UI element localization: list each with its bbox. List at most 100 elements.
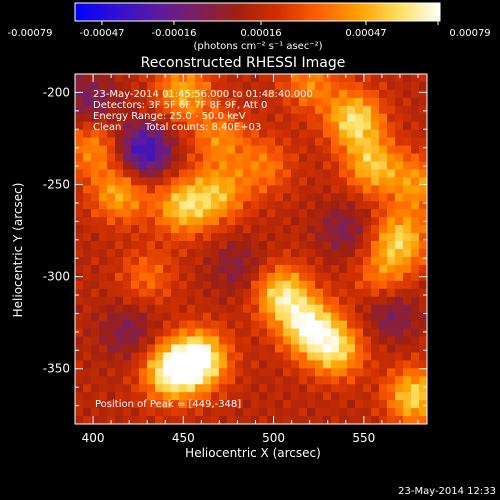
heatmap-cell xyxy=(99,241,108,250)
heatmap-cell xyxy=(403,256,412,266)
heatmap-cell xyxy=(323,81,332,91)
heatmap-cell xyxy=(203,408,212,417)
heatmap-cell xyxy=(283,416,292,425)
heatmap-cell xyxy=(75,336,84,345)
heatmap-cell xyxy=(227,137,236,146)
heatmap-cell xyxy=(195,74,204,83)
heatmap-cell xyxy=(211,74,220,83)
heatmap-cell xyxy=(195,288,204,298)
heatmap-cell xyxy=(411,304,420,314)
heatmap-cell xyxy=(195,256,204,266)
heatmap-cell xyxy=(83,129,92,139)
heatmap-cell xyxy=(395,344,404,353)
heatmap-cell xyxy=(331,193,340,202)
heatmap-cell xyxy=(75,89,84,99)
heatmap-cell xyxy=(347,169,356,178)
heatmap-cell xyxy=(83,336,92,345)
heatmap-cell xyxy=(347,233,356,242)
heatmap-cell xyxy=(371,416,380,425)
heatmap-cell xyxy=(99,74,108,83)
heatmap-cell xyxy=(379,153,388,162)
heatmap-cell xyxy=(251,105,260,115)
heatmap-cell xyxy=(131,74,140,83)
heatmap-cell xyxy=(299,137,308,146)
heatmap-cell xyxy=(243,336,252,345)
heatmap-cell xyxy=(107,193,116,202)
heatmap-cell xyxy=(331,320,340,329)
heatmap-cell xyxy=(275,81,284,91)
heatmap-cell xyxy=(371,105,380,115)
heatmap-cell xyxy=(195,352,204,361)
heatmap-cell xyxy=(387,312,396,321)
heatmap-cell xyxy=(179,336,188,345)
heatmap-cell xyxy=(315,74,324,83)
heatmap-cell xyxy=(211,233,220,242)
annotation-time: 23-May-2014 01:45:56.000 to 01:48:40.000 xyxy=(93,89,313,100)
heatmap-cell xyxy=(275,384,284,393)
heatmap-cell xyxy=(123,185,132,194)
heatmap-cell xyxy=(179,225,188,234)
heatmap-cell xyxy=(195,153,204,162)
heatmap-cell xyxy=(139,145,148,154)
heatmap-cell xyxy=(419,288,428,298)
heatmap-cell xyxy=(171,201,180,210)
heatmap-cell xyxy=(235,264,244,274)
heatmap-cell xyxy=(83,241,92,250)
heatmap-cell xyxy=(139,280,148,290)
heatmap-cell xyxy=(267,193,276,202)
heatmap-cell xyxy=(131,416,140,425)
heatmap-cell xyxy=(419,89,428,99)
heatmap-cell xyxy=(187,416,196,425)
heatmap-cell xyxy=(315,185,324,194)
heatmap-cell xyxy=(211,352,220,361)
heatmap-cell xyxy=(75,256,84,266)
heatmap-cell xyxy=(107,105,116,115)
heatmap-cell xyxy=(139,105,148,115)
heatmap-cell xyxy=(371,129,380,139)
heatmap-cell xyxy=(227,304,236,314)
heatmap-cell xyxy=(387,392,396,401)
heatmap-cell xyxy=(251,320,260,329)
heatmap-cell xyxy=(195,113,204,123)
heatmap-cell xyxy=(259,400,268,409)
heatmap-cell xyxy=(323,249,332,258)
colorbar-tick-label: 0.00079 xyxy=(449,28,490,39)
heatmap-cell xyxy=(75,360,84,369)
heatmap-cell xyxy=(91,312,100,321)
heatmap-cell xyxy=(267,201,276,210)
heatmap-cell xyxy=(315,280,324,290)
heatmap-cell xyxy=(195,217,204,226)
heatmap-cell xyxy=(331,280,340,290)
heatmap-cell xyxy=(275,368,284,377)
heatmap-cell xyxy=(323,376,332,385)
heatmap-cell xyxy=(227,193,236,202)
heatmap-cell xyxy=(307,89,316,99)
heatmap-cell xyxy=(91,416,100,425)
heatmap-cell xyxy=(339,296,348,306)
heatmap-cell xyxy=(323,145,332,154)
heatmap-cell xyxy=(347,312,356,321)
heatmap-cell xyxy=(187,344,196,353)
heatmap-cell xyxy=(179,360,188,369)
heatmap-cell xyxy=(163,320,172,329)
heatmap-cell xyxy=(147,360,156,369)
heatmap-cell xyxy=(395,209,404,218)
heatmap-cell xyxy=(219,169,228,178)
heatmap-cell xyxy=(291,249,300,258)
heatmap-cell xyxy=(187,288,196,298)
heatmap-cell xyxy=(339,161,348,170)
heatmap-cell xyxy=(123,89,132,99)
heatmap-cell xyxy=(315,416,324,425)
heatmap-cell xyxy=(363,225,372,234)
heatmap-cell xyxy=(419,312,428,321)
heatmap-cell xyxy=(99,185,108,194)
heatmap-cell xyxy=(363,145,372,154)
heatmap-cell xyxy=(355,320,364,329)
heatmap-cell xyxy=(171,320,180,329)
heatmap-cell xyxy=(363,312,372,321)
heatmap-cell xyxy=(195,169,204,178)
heatmap-cell xyxy=(387,145,396,154)
heatmap-cell xyxy=(123,129,132,139)
heatmap-cell xyxy=(379,392,388,401)
heatmap-cell xyxy=(419,320,428,329)
